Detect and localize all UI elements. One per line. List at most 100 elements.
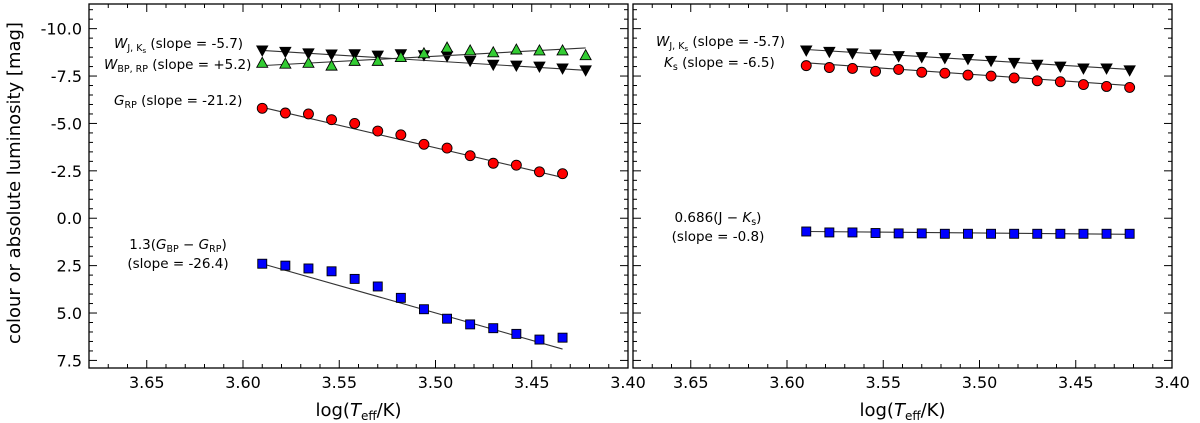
data-point xyxy=(395,292,406,303)
data-point xyxy=(557,168,568,180)
data-point xyxy=(1078,228,1089,239)
left-panel: 3.65 3.60 3.55 3.50 3.45 3.40 -10.0 -7.5 -5.0 -2.… xyxy=(41,3,646,423)
y-axis-label: colour or absolute luminosity [mag] xyxy=(4,22,25,344)
series-label: Ks (slope = -6.5) xyxy=(664,55,775,73)
data-point xyxy=(824,227,835,238)
data-point xyxy=(442,313,452,324)
y-tick-label: 0.0 xyxy=(57,209,82,228)
data-point xyxy=(280,260,291,271)
data-point xyxy=(1101,228,1112,239)
data-point xyxy=(441,142,453,154)
data-point xyxy=(487,157,499,169)
series-label: WJ, Ks (slope = -5.7) xyxy=(114,36,243,55)
data-point xyxy=(961,54,975,66)
y-tick-label: -10.0 xyxy=(41,20,82,39)
data-point xyxy=(870,65,881,77)
data-point xyxy=(847,227,858,238)
y-tick-label: -7.5 xyxy=(51,67,82,86)
data-point xyxy=(440,51,454,63)
data-point xyxy=(303,263,314,274)
data-point xyxy=(1055,228,1066,239)
x-tick-label: 3.50 xyxy=(962,373,998,392)
data-point xyxy=(1030,59,1044,72)
data-point xyxy=(349,117,361,129)
data-point xyxy=(465,319,476,330)
data-point xyxy=(256,102,268,114)
y-tick-label: 2.5 xyxy=(57,257,82,276)
data-point xyxy=(463,55,477,68)
data-point xyxy=(1031,75,1043,87)
data-point xyxy=(371,54,385,66)
series-label: 0.686(J − Ks​) xyxy=(675,210,762,228)
data-point xyxy=(488,323,499,334)
data-point xyxy=(1123,65,1136,77)
series-label: WJ, Ks (slope = -5.7) xyxy=(656,34,785,53)
data-point xyxy=(893,63,905,75)
y-tick-label: -2.5 xyxy=(51,162,82,181)
data-point xyxy=(326,266,337,277)
data-point xyxy=(800,60,812,72)
data-point xyxy=(847,63,858,74)
data-point xyxy=(463,44,477,56)
data-point xyxy=(1032,228,1043,239)
data-point xyxy=(846,48,859,60)
data-point xyxy=(533,61,546,73)
data-point xyxy=(417,46,431,59)
data-point xyxy=(303,108,314,120)
x-tick-label: 3.45 xyxy=(1058,373,1094,392)
x-tick-label: 3.40 xyxy=(610,373,646,392)
data-point xyxy=(1077,63,1090,75)
x-tick-label: 3.55 xyxy=(321,373,357,392)
right-panel: 3.65 3.60 3.55 3.50 3.45 3.40 log(Teff/K) WJ, K… xyxy=(632,3,1190,423)
data-point xyxy=(939,67,951,79)
data-point xyxy=(302,48,315,60)
data-point xyxy=(938,53,952,65)
data-point xyxy=(533,44,546,56)
x-axis-label: log(Teff/K) xyxy=(315,400,401,423)
x-tick-label: 3.55 xyxy=(865,373,901,392)
data-point xyxy=(279,57,292,69)
data-point xyxy=(1007,57,1021,70)
x-tick-label: 3.60 xyxy=(225,373,261,392)
series-slope-label: (slope = -0.8) xyxy=(672,229,765,245)
data-point xyxy=(279,46,292,59)
x-tick-label: 3.65 xyxy=(673,373,709,392)
data-point xyxy=(799,45,813,57)
data-point xyxy=(985,70,997,82)
data-point xyxy=(325,49,338,61)
x-tick-label: 3.65 xyxy=(129,373,165,392)
data-point xyxy=(534,334,545,345)
data-point xyxy=(1054,61,1067,73)
data-point xyxy=(302,56,315,68)
data-point xyxy=(279,107,291,119)
data-point xyxy=(257,258,268,269)
data-point xyxy=(939,228,950,239)
data-point xyxy=(1054,76,1066,88)
y-tick-label: 5.0 xyxy=(57,304,82,323)
data-point xyxy=(823,62,835,73)
x-tick-label: 3.40 xyxy=(1154,373,1190,392)
data-point xyxy=(486,59,500,72)
data-point xyxy=(579,48,592,61)
data-point xyxy=(510,43,523,55)
data-point xyxy=(1077,79,1089,91)
data-point xyxy=(984,55,998,68)
data-point xyxy=(986,228,996,239)
data-point xyxy=(556,44,569,56)
data-point xyxy=(893,228,904,239)
data-point xyxy=(1009,228,1020,239)
data-point xyxy=(823,46,836,59)
x-tick-label: 3.45 xyxy=(514,373,550,392)
series-label: WBP, RP (slope = +5.2) xyxy=(104,57,251,75)
data-point xyxy=(915,52,929,64)
data-point xyxy=(963,228,973,239)
y-tick-label: -5.0 xyxy=(51,114,82,133)
data-point xyxy=(869,49,882,61)
data-point xyxy=(534,166,545,178)
data-point xyxy=(464,150,476,162)
data-point xyxy=(395,129,407,141)
data-point xyxy=(1100,63,1113,75)
data-point xyxy=(892,51,905,63)
data-point xyxy=(325,59,338,71)
